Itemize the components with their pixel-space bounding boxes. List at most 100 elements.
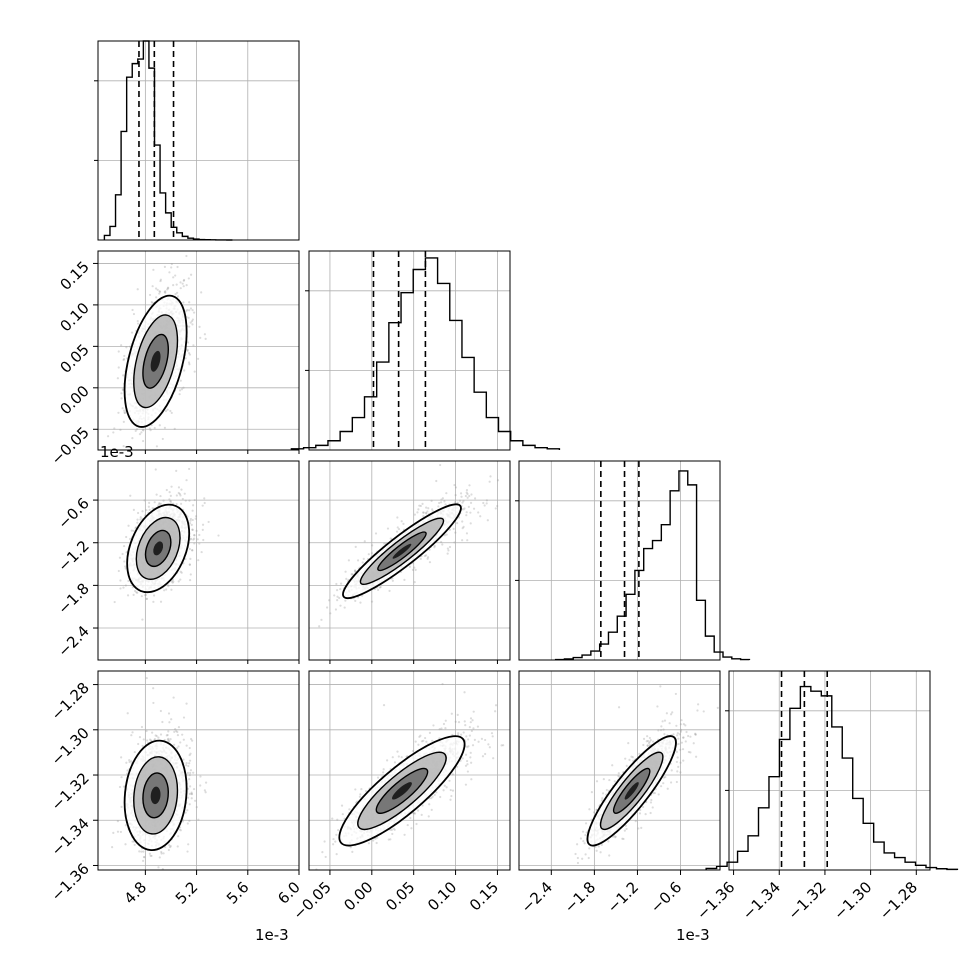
- scatter-point: [183, 739, 185, 741]
- scatter-point: [348, 559, 350, 561]
- scatter-point: [208, 521, 210, 523]
- scatter-point: [197, 358, 199, 360]
- scatter-point: [170, 486, 172, 488]
- scatter-point: [117, 377, 119, 379]
- scatter-point: [336, 589, 338, 591]
- scatter-point: [172, 581, 174, 583]
- histogram-step-0: [104, 41, 232, 240]
- scatter-point: [190, 518, 192, 520]
- scatter-point: [192, 539, 194, 541]
- scatter-point: [188, 468, 190, 470]
- scatter-point: [453, 541, 455, 543]
- scatter-point: [194, 371, 196, 373]
- scatter-point: [160, 851, 162, 853]
- scatter-point: [164, 266, 166, 268]
- scatter-point: [191, 549, 193, 551]
- scatter-point: [190, 322, 192, 324]
- scatter-point: [164, 291, 166, 293]
- scatter-point: [139, 433, 141, 435]
- scatter-point: [175, 470, 177, 472]
- scatter-point: [434, 545, 436, 547]
- scatter-point: [201, 551, 203, 553]
- scatter-point: [197, 559, 199, 561]
- scatter-point: [486, 502, 488, 504]
- scatter-point: [153, 594, 155, 596]
- scatter-point: [171, 412, 173, 414]
- scatter-point: [435, 480, 437, 482]
- scatter-point: [151, 731, 153, 733]
- scatter-point: [176, 494, 178, 496]
- scatter-point: [189, 754, 191, 756]
- scatter-point: [193, 534, 195, 536]
- scatter-point: [167, 585, 169, 587]
- scatter-point: [176, 503, 178, 505]
- scatter-point: [160, 601, 162, 603]
- scatter-point: [189, 548, 191, 550]
- pair-panel-0-3: [98, 671, 299, 884]
- scatter-point: [131, 437, 133, 439]
- scatter-point: [136, 522, 138, 524]
- scatter-point: [133, 313, 135, 315]
- scatter-point: [121, 553, 123, 555]
- scatter-point: [466, 539, 468, 541]
- scatter-point: [388, 590, 390, 592]
- scatter-point: [486, 499, 488, 501]
- scatter-point: [197, 538, 199, 540]
- scatter-point: [178, 580, 180, 582]
- scatter-point: [145, 594, 147, 596]
- scatter-point: [362, 561, 364, 563]
- scatter-point: [183, 280, 185, 282]
- scatter-point: [145, 509, 147, 511]
- scatter-point: [185, 500, 187, 502]
- scatter-point: [415, 569, 417, 571]
- scatter-point: [127, 594, 129, 596]
- scatter-point: [142, 850, 144, 852]
- scatter-point: [125, 536, 127, 538]
- scatter-point: [143, 738, 145, 740]
- scatter-point: [171, 263, 173, 265]
- scatter-point: [176, 292, 178, 294]
- scatter-point: [192, 510, 194, 512]
- scatter-point: [125, 346, 127, 348]
- scatter-point: [112, 431, 114, 433]
- scatter-point: [192, 519, 194, 521]
- scatter-point: [176, 284, 178, 286]
- scatter-point: [453, 484, 455, 486]
- scatter-point: [149, 509, 151, 511]
- scatter-point: [117, 412, 119, 414]
- scatter-point: [151, 507, 153, 509]
- scatter-point: [180, 489, 182, 491]
- scatter-point: [152, 269, 154, 271]
- scatter-point: [149, 294, 151, 296]
- scatter-point: [141, 510, 143, 512]
- scatter-point: [477, 511, 479, 513]
- scatter-point: [193, 311, 195, 313]
- scatter-point: [119, 579, 121, 581]
- scatter-point: [455, 494, 457, 496]
- scatter-point: [185, 762, 187, 764]
- scatter-point: [158, 292, 160, 294]
- scatter-point: [192, 772, 194, 774]
- scatter-point: [180, 503, 182, 505]
- scatter-point: [127, 525, 129, 527]
- scatter-point: [122, 359, 124, 361]
- scatter-point: [136, 519, 138, 521]
- scatter-point: [178, 486, 180, 488]
- scatter-point: [169, 500, 171, 502]
- scatter-point: [202, 524, 204, 526]
- scatter-point: [148, 506, 150, 508]
- scatter-point: [200, 291, 202, 293]
- scatter-point: [445, 492, 447, 494]
- scatter-point: [186, 284, 188, 286]
- histogram-panel-3: [706, 671, 957, 870]
- scatter-point: [401, 520, 403, 522]
- scatter-point: [182, 498, 184, 500]
- scatter-point: [186, 350, 188, 352]
- scatter-point: [392, 580, 394, 582]
- scatter-point: [122, 407, 124, 409]
- scatter-point: [156, 445, 158, 447]
- scatter-point: [192, 504, 194, 506]
- scatter-point: [468, 495, 470, 497]
- scatter-point: [192, 344, 194, 346]
